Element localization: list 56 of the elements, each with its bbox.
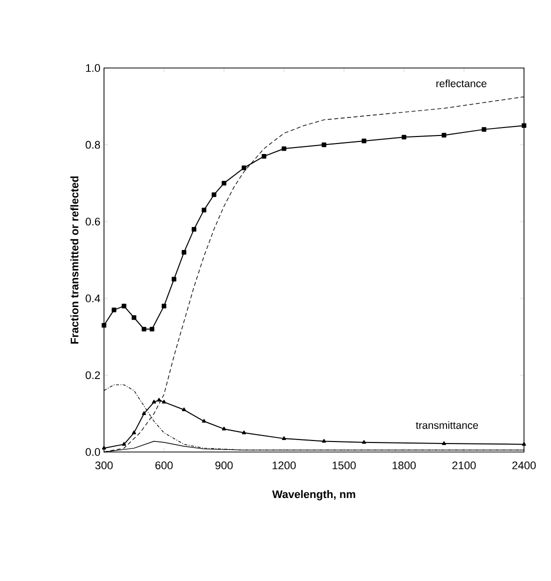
point [482,127,486,132]
point [132,315,136,320]
point [522,442,526,446]
point [182,407,186,412]
point [402,134,406,140]
y-tick-label: 0.0 [86,448,100,456]
point [442,132,446,138]
point [192,226,196,232]
y-tick-label: 1.0 [86,64,100,72]
x-tick-label: 1200 [272,462,296,470]
point [282,436,286,440]
point [322,438,326,443]
point [362,440,366,444]
x-tick-label: 2100 [452,462,476,470]
y-tick-label: 0.4 [86,294,100,302]
point [142,326,146,332]
point [122,304,126,308]
point [142,411,146,415]
x-tick-label: 2400 [512,462,536,470]
point [172,276,176,282]
point [522,123,526,128]
point [322,142,326,148]
point [152,400,156,404]
point [132,430,136,434]
annotation: reflectance [436,80,486,88]
point [102,446,106,450]
x-tick-label: 1800 [392,462,416,470]
y-tick-label: 0.6 [86,218,100,226]
point [182,250,186,255]
point [202,418,206,423]
x-tick-label: 1500 [332,462,356,470]
y-axis-title: Fraction transmitted or reflected [70,176,78,344]
point [362,138,366,144]
point [222,426,226,430]
point [162,400,166,404]
point [442,441,446,445]
point [242,166,246,170]
y-tick-label: 0.8 [86,140,100,149]
y-tick-label: 0.2 [86,371,100,380]
point [162,304,166,308]
annotation: transmittance [416,421,478,429]
point [202,208,206,212]
x-tick-label: 300 [95,462,113,470]
x-tick-label: 600 [155,462,173,470]
point [212,192,216,198]
point [150,326,154,332]
x-axis-title: Wavelength, nm [272,490,356,500]
point [156,398,162,402]
point [282,146,286,151]
point [242,430,246,434]
x-tick-label: 900 [215,462,233,470]
point [112,308,116,312]
point [102,322,106,328]
point [222,180,226,186]
point [122,442,126,446]
point [262,154,266,159]
